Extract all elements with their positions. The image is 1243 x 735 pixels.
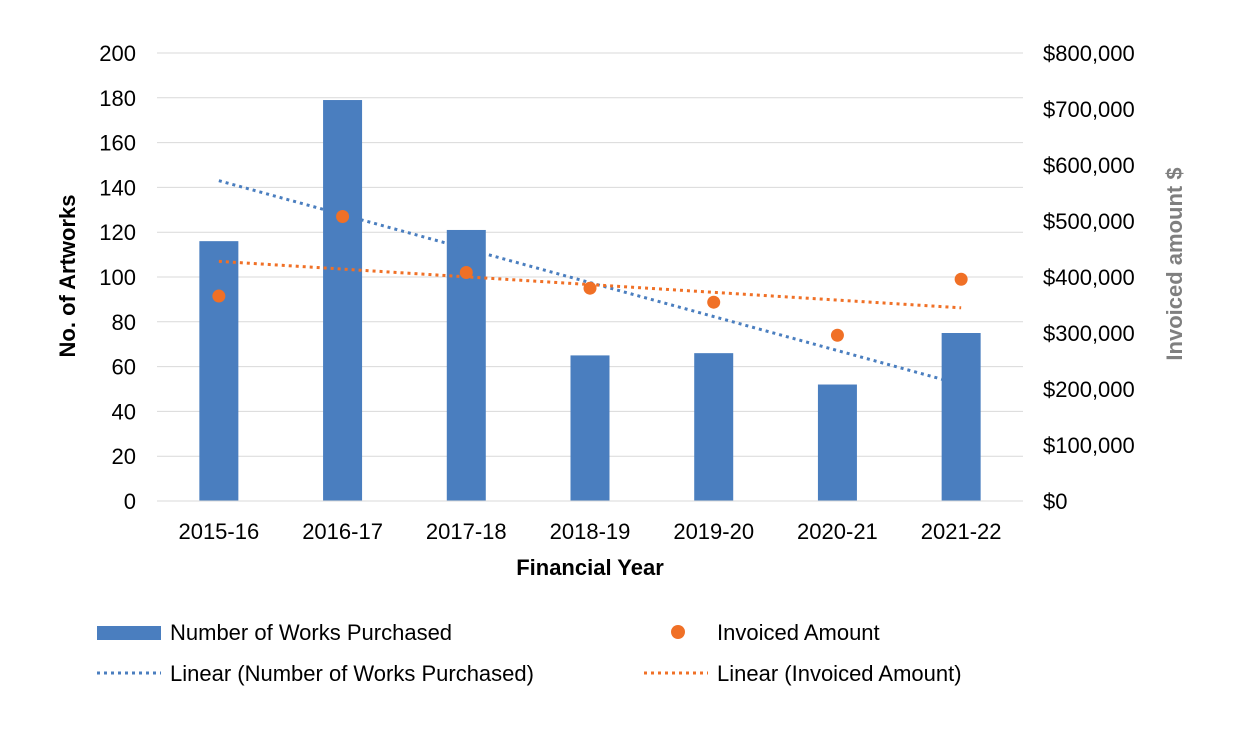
x-tick-label: 2019-20 [673,519,754,544]
y2-axis-title: Invoiced amount $ [1162,167,1187,360]
bar [323,100,363,501]
legend: Number of Works Purchased Invoiced Amoun… [97,620,962,686]
bar [941,333,981,501]
legend-label-bar: Number of Works Purchased [170,620,452,645]
y2-tick-label: $800,000 [1043,41,1135,66]
bar [817,384,857,501]
y2-tick-label: $0 [1043,489,1067,514]
scatter-point [707,295,721,309]
scatter-point [830,328,844,342]
scatter-point [954,272,968,286]
y2-tick-label: $100,000 [1043,433,1135,458]
y2-tick-label: $600,000 [1043,153,1135,178]
y-tick-label: 120 [99,220,136,245]
bar-series [199,100,981,501]
x-axis-ticks: 2015-16 2016-17 2017-18 2018-19 2019-20 2020-… [178,519,1001,544]
legend-label-scatter: Invoiced Amount [717,620,880,645]
y-tick-label: 100 [99,265,136,290]
y-tick-label: 160 [99,131,136,156]
y-tick-label: 140 [99,175,136,200]
y2-tick-label: $200,000 [1043,377,1135,402]
x-tick-label: 2017-18 [426,519,507,544]
y-tick-label: 60 [112,355,136,380]
y2-tick-label: $700,000 [1043,97,1135,122]
y-tick-label: 40 [112,399,136,424]
scatter-point [583,281,597,295]
scatter-point [212,289,226,303]
y-tick-label: 20 [112,444,136,469]
y-axis-title: No. of Artworks [55,195,80,358]
y-tick-label: 0 [124,489,136,514]
legend-label-trend-scatter: Linear (Invoiced Amount) [717,661,962,686]
x-tick-label: 2021-22 [921,519,1002,544]
scatter-series [212,210,968,342]
y-tick-label: 180 [99,86,136,111]
y2-tick-label: $500,000 [1043,209,1135,234]
legend-label-trend-bar: Linear (Number of Works Purchased) [170,661,534,686]
x-axis-title: Financial Year [516,555,664,580]
x-tick-label: 2018-19 [550,519,631,544]
y-axis-left-ticks: 0 20 40 60 80 100 120 140 160 180 200 [99,41,136,514]
y-tick-label: 200 [99,41,136,66]
bar [694,353,734,501]
bar [570,355,610,501]
x-tick-label: 2020-21 [797,519,878,544]
bar [199,241,239,501]
x-tick-label: 2016-17 [302,519,383,544]
scatter-point [336,210,350,224]
legend-swatch-scatter [671,625,685,639]
x-tick-label: 2015-16 [178,519,259,544]
scatter-point [459,266,473,280]
gridlines [157,52,1023,457]
y-tick-label: 80 [112,310,136,335]
y-axis-right-ticks: $0 $100,000 $200,000 $300,000 $400,000 $500,0… [1043,41,1135,514]
y2-tick-label: $300,000 [1043,321,1135,346]
legend-swatch-bar [97,626,161,640]
y2-tick-label: $400,000 [1043,265,1135,290]
